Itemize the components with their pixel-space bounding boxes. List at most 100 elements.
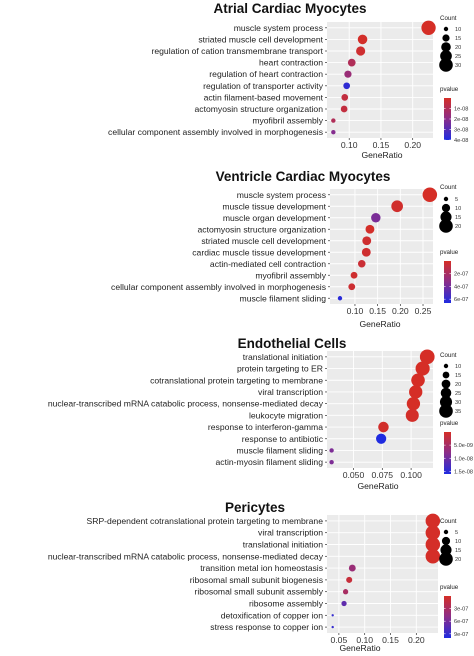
term-label: SRP-dependent cotranslational protein ta…: [87, 516, 324, 526]
term-label: muscle system process: [237, 190, 326, 200]
size-legend-dot: [441, 536, 451, 546]
term-label: ribosomal small subunit assembly: [195, 587, 324, 597]
color-legend-label: 1e-08: [454, 107, 468, 113]
x-tick-label: 0.075: [372, 470, 394, 480]
size-legend-label: 20: [455, 557, 461, 563]
x-axis-label: GeneRatio: [359, 319, 400, 329]
color-legend-title: pvalue: [440, 249, 459, 256]
term-label: viral transcription: [258, 387, 323, 397]
term-label: heart contraction: [259, 58, 323, 68]
size-legend-dot: [440, 211, 452, 223]
data-point: [425, 537, 441, 552]
x-tick-label: 0.20: [404, 140, 421, 150]
term-label: cotranslational protein targeting to mem…: [150, 375, 323, 385]
size-legend-dot: [440, 387, 452, 399]
panel-marks: SRP-dependent cotranslational protein ta…: [48, 513, 468, 645]
color-legend-label: 1.0e-08: [454, 456, 473, 462]
x-tick-label: 0.15: [369, 306, 386, 316]
size-legend-title: Count: [440, 518, 457, 525]
data-point: [329, 459, 334, 465]
size-legend-dot: [439, 219, 453, 233]
data-point: [337, 296, 343, 301]
term-label: muscle organ development: [223, 213, 327, 223]
term-label: myofibril assembly: [252, 116, 323, 126]
x-tick-label: 0.050: [343, 470, 365, 480]
size-legend-title: Count: [440, 15, 457, 22]
size-legend-dot: [441, 203, 451, 213]
data-point: [411, 373, 425, 388]
term-label: muscle tissue development: [222, 201, 326, 211]
term-label: striated muscle cell development: [198, 34, 323, 44]
data-point: [331, 118, 336, 123]
color-legend-label: 6e-07: [454, 297, 468, 303]
term-label: translational initiation: [243, 352, 323, 362]
data-point: [356, 46, 366, 56]
size-legend-label: 10: [455, 539, 461, 545]
color-legend-label: 1.5e-08: [454, 469, 473, 475]
size-legend-dot: [439, 552, 453, 566]
size-legend-label: 5: [455, 197, 458, 203]
panel-pericytes: Pericytes GeneRatio Count pvalue: [225, 500, 459, 653]
panel-marks: translational initiation protein targetin…: [48, 349, 473, 480]
color-legend-title: pvalue: [440, 420, 459, 427]
x-tick-label: 0.20: [392, 306, 409, 316]
color-legend-bar: [444, 432, 451, 474]
data-point: [331, 625, 334, 629]
panel-title: Ventricle Cardiac Myocytes: [216, 169, 391, 184]
size-legend-label: 10: [455, 206, 461, 212]
panel-title: Atrial Cardiac Myocytes: [213, 1, 366, 16]
term-label: cardiac muscle tissue development: [192, 247, 326, 257]
x-axis-label: GeneRatio: [339, 643, 380, 653]
term-label: viral transcription: [258, 528, 323, 538]
size-legend-label: 25: [455, 54, 461, 60]
color-legend-title: pvalue: [440, 584, 459, 591]
x-tick-label: 0.25: [415, 306, 432, 316]
size-legend-label: 15: [455, 36, 461, 42]
data-point: [340, 105, 348, 113]
term-label: actin-mediated cell contraction: [210, 259, 326, 269]
size-legend-label: 10: [455, 27, 461, 33]
size-legend-label: 15: [455, 215, 461, 221]
size-legend-dot: [440, 544, 452, 556]
size-legend-dot: [441, 379, 451, 389]
term-label: ribosomal small subunit biogenesis: [190, 575, 323, 585]
data-point: [341, 94, 349, 101]
term-label: regulation of cation transmembrane trans…: [152, 46, 324, 56]
data-point: [346, 576, 353, 583]
term-label: protein targeting to ER: [237, 364, 323, 374]
x-tick-label: 0.10: [341, 140, 358, 150]
term-label: muscle system process: [234, 23, 323, 33]
data-point: [425, 525, 441, 540]
data-point: [425, 513, 441, 529]
size-legend-dot: [443, 26, 449, 32]
data-point: [357, 34, 368, 45]
x-tick-label: 0.20: [408, 635, 425, 645]
data-point: [365, 224, 375, 234]
size-legend-title: Count: [440, 184, 457, 191]
data-point: [378, 421, 389, 433]
term-label: translational initiation: [243, 540, 323, 550]
color-legend-label: 5.0e-09: [454, 443, 473, 449]
x-tick-label: 0.100: [400, 470, 422, 480]
color-legend-label: 4e-07: [454, 284, 468, 290]
size-legend-label: 10: [455, 364, 461, 370]
x-axis-label: GeneRatio: [361, 150, 402, 160]
data-point: [361, 247, 371, 257]
data-point: [348, 564, 356, 572]
size-legend-label: 15: [455, 548, 461, 554]
color-legend-label: 3e-07: [454, 607, 468, 613]
term-label: transition metal ion homeostasis: [200, 563, 323, 573]
size-legend-label: 30: [455, 400, 461, 406]
term-label: response to interferon-gamma: [208, 422, 323, 432]
size-legend-dot: [443, 196, 449, 202]
size-legend-label: 5: [455, 530, 458, 536]
size-legend-dot: [442, 371, 450, 379]
color-legend-label: 3e-08: [454, 128, 468, 134]
size-legend-dot: [439, 58, 453, 72]
data-point: [376, 433, 387, 444]
color-legend-label: 4e-08: [454, 138, 468, 144]
